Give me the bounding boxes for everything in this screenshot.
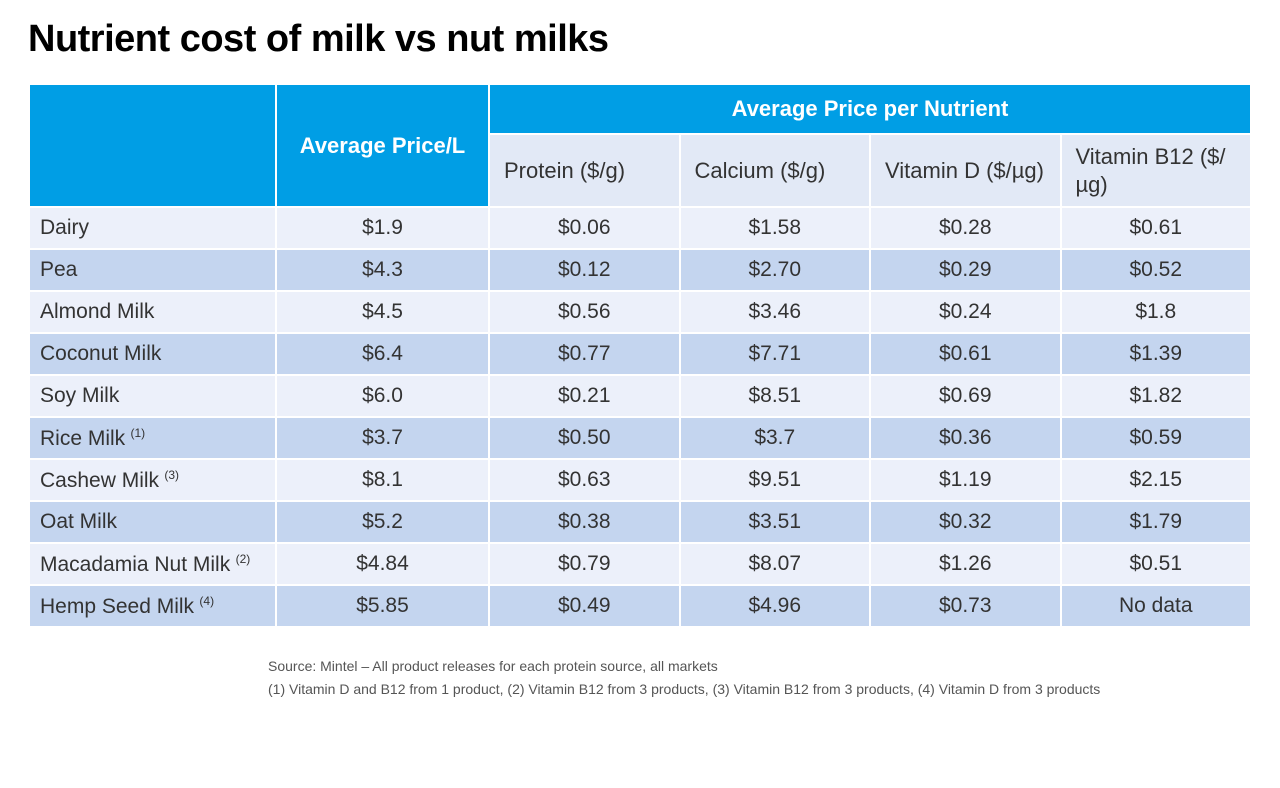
cell-calcium: $3.46 [680,291,871,333]
cell-vitd: $0.69 [870,375,1061,417]
cell-vitd: $0.32 [870,501,1061,543]
cell-calcium: $9.51 [680,459,871,501]
row-label: Pea [29,249,276,291]
cell-protein: $0.50 [489,417,680,459]
cell-calcium: $3.7 [680,417,871,459]
cell-b12: No data [1061,585,1252,627]
cell-calcium: $2.70 [680,249,871,291]
cell-b12: $1.82 [1061,375,1252,417]
table-row: Oat Milk$5.2$0.38$3.51$0.32$1.79 [29,501,1251,543]
header-group: Average Price per Nutrient [489,84,1251,134]
table-row: Macadamia Nut Milk (2)$4.84$0.79$8.07$1.… [29,543,1251,585]
cell-b12: $1.39 [1061,333,1252,375]
cell-b12: $0.51 [1061,543,1252,585]
cell-calcium: $3.51 [680,501,871,543]
cell-calcium: $4.96 [680,585,871,627]
table-row: Dairy$1.9$0.06$1.58$0.28$0.61 [29,207,1251,249]
cell-price: $5.2 [276,501,489,543]
cell-price: $4.84 [276,543,489,585]
table-row: Pea$4.3$0.12$2.70$0.29$0.52 [29,249,1251,291]
cell-vitd: $0.73 [870,585,1061,627]
table-row: Soy Milk$6.0$0.21$8.51$0.69$1.82 [29,375,1251,417]
row-label: Macadamia Nut Milk (2) [29,543,276,585]
footnotes: Source: Mintel – All product releases fo… [268,656,1252,700]
cell-b12: $1.8 [1061,291,1252,333]
row-label: Soy Milk [29,375,276,417]
nutrient-cost-table: Average Price/L Average Price per Nutrie… [28,83,1252,628]
cell-protein: $0.77 [489,333,680,375]
row-label: Rice Milk (1) [29,417,276,459]
row-label: Cashew Milk (3) [29,459,276,501]
table-row: Cashew Milk (3)$8.1$0.63$9.51$1.19$2.15 [29,459,1251,501]
footnote-source: Source: Mintel – All product releases fo… [268,656,1252,677]
cell-calcium: $8.07 [680,543,871,585]
cell-protein: $0.06 [489,207,680,249]
table-row: Coconut Milk$6.4$0.77$7.71$0.61$1.39 [29,333,1251,375]
header-avg-price: Average Price/L [276,84,489,207]
row-label: Almond Milk [29,291,276,333]
cell-b12: $2.15 [1061,459,1252,501]
cell-b12: $1.79 [1061,501,1252,543]
row-sup: (3) [161,468,179,482]
row-label: Hemp Seed Milk (4) [29,585,276,627]
cell-protein: $0.79 [489,543,680,585]
cell-protein: $0.38 [489,501,680,543]
cell-protein: $0.49 [489,585,680,627]
cell-vitd: $0.28 [870,207,1061,249]
table-row: Rice Milk (1)$3.7$0.50$3.7$0.36$0.59 [29,417,1251,459]
cell-calcium: $8.51 [680,375,871,417]
cell-price: $3.7 [276,417,489,459]
cell-protein: $0.56 [489,291,680,333]
cell-protein: $0.21 [489,375,680,417]
cell-calcium: $7.71 [680,333,871,375]
header-corner [29,84,276,207]
row-label: Coconut Milk [29,333,276,375]
header-calcium: Calcium ($/g) [680,134,871,207]
cell-protein: $0.63 [489,459,680,501]
row-sup: (4) [196,594,214,608]
cell-price: $4.5 [276,291,489,333]
header-protein: Protein ($/g) [489,134,680,207]
cell-price: $4.3 [276,249,489,291]
page-title: Nutrient cost of milk vs nut milks [28,18,1252,61]
cell-price: $6.0 [276,375,489,417]
cell-price: $1.9 [276,207,489,249]
cell-vitd: $1.26 [870,543,1061,585]
footnote-notes: (1) Vitamin D and B12 from 1 product, (2… [268,679,1252,700]
header-vitd: Vitamin D ($/µg) [870,134,1061,207]
row-sup: (2) [232,552,250,566]
table-row: Almond Milk$4.5$0.56$3.46$0.24$1.8 [29,291,1251,333]
cell-vitd: $0.61 [870,333,1061,375]
row-sup: (1) [127,426,145,440]
cell-calcium: $1.58 [680,207,871,249]
cell-b12: $0.52 [1061,249,1252,291]
cell-protein: $0.12 [489,249,680,291]
row-label: Dairy [29,207,276,249]
row-label: Oat Milk [29,501,276,543]
cell-price: $6.4 [276,333,489,375]
cell-price: $5.85 [276,585,489,627]
cell-vitd: $0.24 [870,291,1061,333]
cell-b12: $0.61 [1061,207,1252,249]
header-b12: Vitamin B12 ($/µg) [1061,134,1252,207]
cell-vitd: $0.36 [870,417,1061,459]
cell-price: $8.1 [276,459,489,501]
cell-b12: $0.59 [1061,417,1252,459]
cell-vitd: $1.19 [870,459,1061,501]
cell-vitd: $0.29 [870,249,1061,291]
table-body: Dairy$1.9$0.06$1.58$0.28$0.61Pea$4.3$0.1… [29,207,1251,627]
table-row: Hemp Seed Milk (4)$5.85$0.49$4.96$0.73No… [29,585,1251,627]
